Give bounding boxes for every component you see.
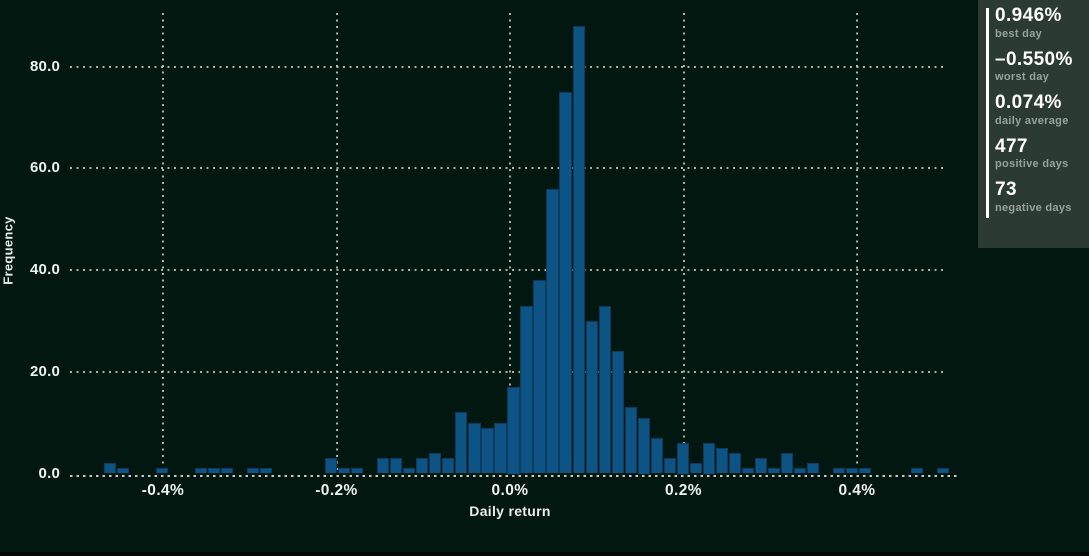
histogram-bar	[442, 458, 455, 474]
histogram-bar	[637, 417, 650, 474]
stat-value: 0.946%	[995, 5, 1062, 26]
histogram-bar	[676, 443, 689, 474]
histogram-bar	[338, 468, 351, 474]
gridline-y-20	[70, 370, 945, 373]
gridline-x-0.0%	[509, 13, 511, 474]
y-tick-label: 0.0	[38, 464, 60, 482]
x-tick-label: 0.2%	[665, 482, 702, 499]
histogram-bar	[546, 188, 559, 474]
stat-value: 73	[995, 179, 1017, 201]
histogram-bar	[390, 458, 403, 474]
histogram-bar	[624, 407, 637, 474]
stat-label: positive days	[995, 158, 1069, 171]
histogram-bar	[351, 468, 364, 474]
stat-item: 0.946% best day	[995, 5, 1087, 40]
histogram-bar	[806, 463, 819, 474]
y-tick-label: 60.0	[30, 159, 60, 177]
histogram-bar	[455, 412, 468, 474]
histogram-bar	[689, 463, 702, 474]
gridline-x-0.2%	[682, 13, 685, 474]
stats-items: 0.946% best day –0.550% worst day 0.074% dail…	[995, 5, 1087, 224]
histogram-bar	[598, 305, 611, 474]
stat-item: 477 positive days	[995, 135, 1087, 171]
histogram-bar	[481, 427, 494, 474]
histogram-bar	[858, 468, 871, 474]
histogram-bar	[715, 448, 728, 474]
histogram-bar	[663, 458, 676, 474]
histogram-bar	[585, 320, 598, 474]
histogram-bar	[728, 453, 741, 474]
histogram-bar	[416, 458, 429, 474]
gridline-y-40	[70, 269, 945, 271]
x-tick-label: 0.0%	[491, 482, 529, 499]
x-tick-label: -0.4%	[141, 482, 185, 499]
gridline-x--0.4%	[162, 13, 164, 474]
histogram-bar	[156, 468, 169, 474]
histogram-bar	[325, 458, 338, 474]
histogram-bar	[507, 387, 520, 474]
histogram-bar	[780, 453, 793, 474]
y-tick-label: 20.0	[30, 362, 60, 380]
histogram-bar	[767, 468, 780, 474]
stat-value: –0.550%	[995, 48, 1073, 70]
y-tick-label: 40.0	[30, 261, 60, 279]
histogram-bar	[533, 280, 546, 474]
x-tick-label: -0.2%	[315, 482, 358, 499]
histogram-bar	[702, 443, 715, 474]
stat-label: worst day	[995, 71, 1050, 84]
histogram-bar	[936, 468, 949, 474]
stat-label: daily average	[995, 114, 1069, 127]
histogram-bar	[793, 468, 806, 474]
histogram-bar	[559, 91, 572, 474]
histogram-bar	[572, 25, 585, 474]
histogram-bar	[832, 468, 845, 474]
histogram-bar	[520, 305, 533, 474]
stat-item: 73 negative days	[995, 180, 1087, 214]
histogram-bar	[247, 468, 260, 474]
histogram-bar	[403, 468, 416, 474]
histogram-bar	[221, 468, 234, 474]
histogram-bar	[910, 468, 923, 474]
histogram-bar	[741, 468, 754, 474]
stat-value: 477	[995, 135, 1028, 157]
stat-label: negative days	[995, 201, 1072, 214]
histogram-bar	[494, 422, 507, 474]
gridline-x-0.4%	[856, 13, 858, 474]
histogram-bar	[845, 468, 858, 474]
gridline-x--0.2%	[335, 13, 338, 474]
histogram-bar	[208, 468, 221, 474]
histogram-bar	[104, 463, 117, 474]
stats-accent-bar	[986, 8, 989, 218]
histogram-bar	[260, 468, 273, 474]
histogram-bar	[117, 468, 130, 474]
y-axis-title: Frequency	[0, 216, 16, 285]
bottom-border	[0, 552, 1089, 556]
histogram-bar	[468, 422, 481, 474]
x-axis-title: Daily return	[469, 503, 551, 519]
stat-label: best day	[995, 27, 1043, 40]
stat-value: 0.074%	[995, 92, 1062, 114]
histogram-bar	[195, 468, 208, 474]
y-tick-label: 80.0	[30, 57, 60, 75]
histogram-bar	[429, 453, 442, 474]
histogram-bar	[611, 351, 624, 474]
histogram-bar	[650, 437, 663, 474]
x-tick-label: 0.4%	[838, 482, 876, 499]
gridline-y-80	[70, 65, 945, 68]
stats-panel: 0.946% best day –0.550% worst day 0.074% dail…	[978, 0, 1089, 248]
histogram-bar	[377, 458, 390, 474]
x-axis-baseline	[70, 474, 958, 477]
gridline-y-60	[70, 167, 945, 170]
histogram-bar	[754, 458, 767, 474]
stat-item: 0.074% daily average	[995, 93, 1087, 127]
stat-item: –0.550% worst day	[995, 48, 1087, 84]
